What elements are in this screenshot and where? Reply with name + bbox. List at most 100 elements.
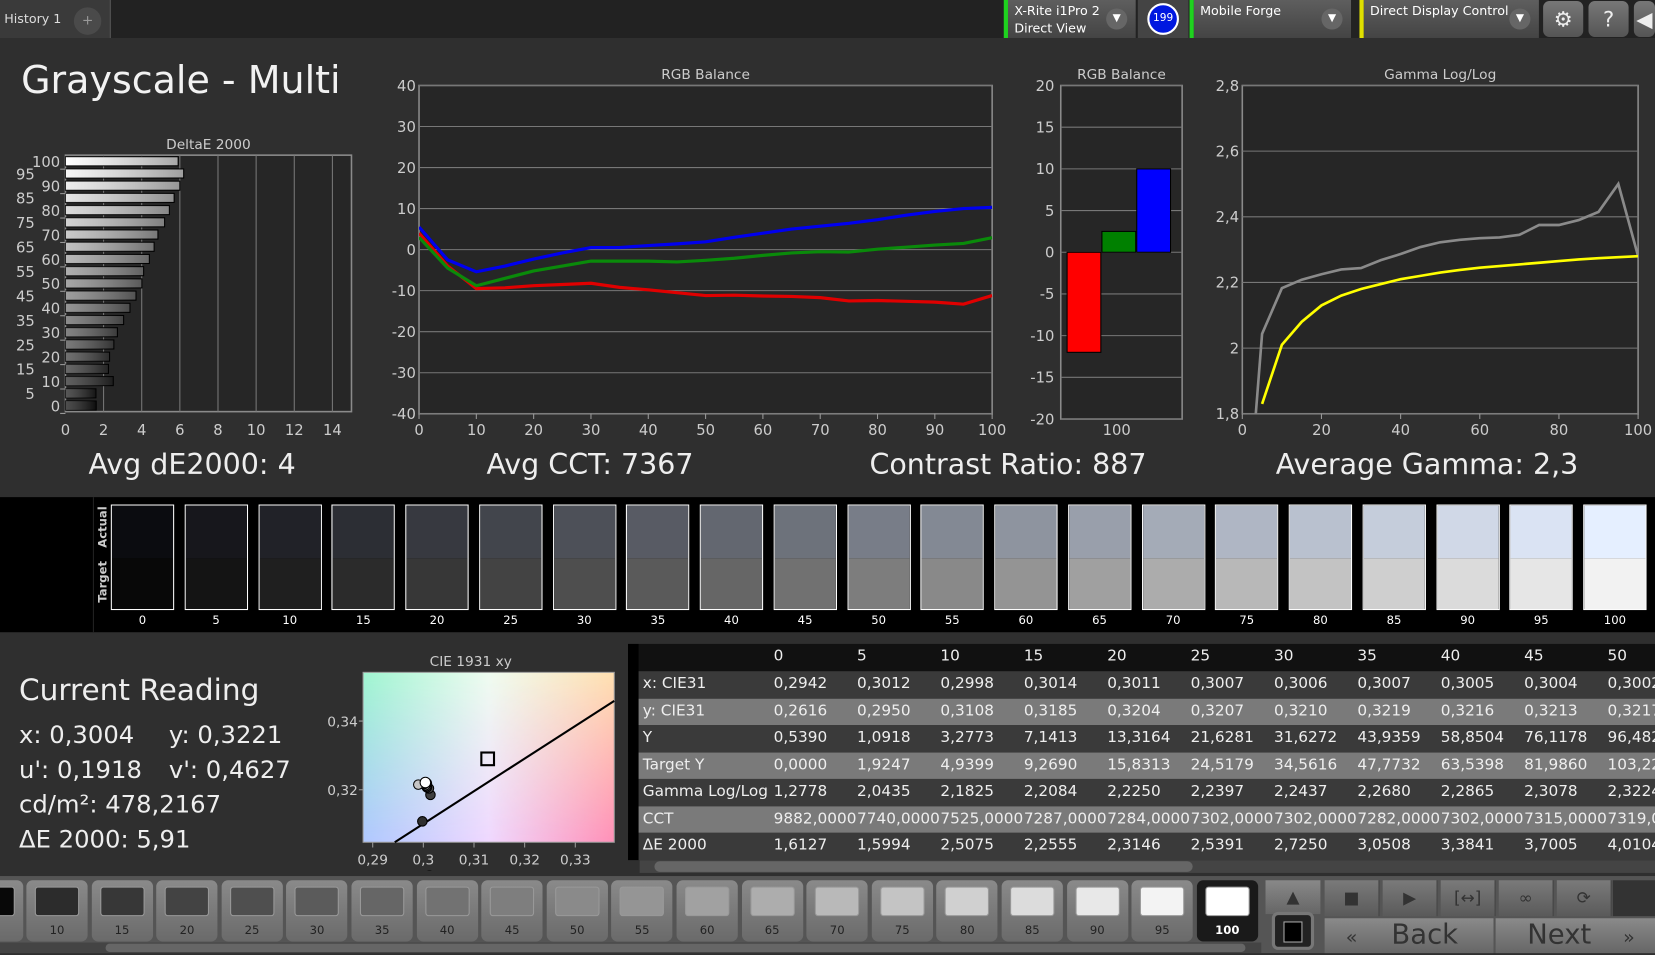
delta-e-bar-shade bbox=[65, 242, 155, 252]
table-cell: 2,2250 bbox=[1107, 783, 1161, 801]
gear-icon[interactable]: ⚙ bbox=[1543, 1, 1584, 37]
plot-area bbox=[1241, 84, 1639, 415]
patch-color bbox=[1010, 886, 1055, 917]
table-scrollbar[interactable] bbox=[639, 860, 1655, 873]
chart-title: DeltaE 2000 bbox=[166, 137, 251, 153]
patch-button-55[interactable]: 55 bbox=[611, 880, 673, 942]
scroll-up-button[interactable]: ▲ bbox=[1265, 880, 1321, 915]
display-control-dropdown[interactable]: Direct Display Control ▼ bbox=[1359, 0, 1539, 38]
tick-label: 0,3 bbox=[412, 852, 434, 868]
y-tick-label: 15 bbox=[1036, 119, 1055, 136]
patch-button-45[interactable]: 45 bbox=[481, 880, 543, 942]
patch-scrollbar-thumb[interactable] bbox=[105, 943, 1246, 953]
swatch-85 bbox=[1362, 504, 1426, 611]
actual-color bbox=[1289, 505, 1352, 559]
table-cell: 0,3007 bbox=[1190, 675, 1245, 693]
table-cell: 103,22 bbox=[1607, 756, 1654, 774]
swatch-label: 50 bbox=[871, 613, 887, 627]
target-color bbox=[1289, 558, 1352, 610]
patch-button-70[interactable]: 70 bbox=[806, 880, 868, 942]
patch-button-50[interactable]: 50 bbox=[546, 880, 608, 942]
patch-button-100[interactable]: 100 bbox=[1196, 880, 1258, 942]
scrollbar-thumb[interactable] bbox=[654, 861, 1193, 872]
meter-dropdown[interactable]: X-Rite i1Pro 2 Direct View ▼ bbox=[1003, 0, 1136, 38]
meter-name: X-Rite i1Pro 2 bbox=[1014, 3, 1100, 18]
patch-button-30[interactable]: 30 bbox=[286, 880, 348, 942]
y-tick-label: -10 bbox=[1030, 328, 1054, 345]
table-cell: 7302,0000 bbox=[1440, 810, 1524, 827]
patch-button-15[interactable]: 15 bbox=[91, 880, 153, 942]
x-tick-label: 30 bbox=[582, 422, 601, 439]
table-cell: 2,1825 bbox=[940, 783, 994, 801]
x-tick-label: 80 bbox=[868, 422, 887, 439]
table-cell: 9,2690 bbox=[1023, 756, 1078, 774]
patch-button[interactable] bbox=[0, 880, 24, 942]
swatch-25 bbox=[478, 504, 543, 611]
pattern-generator-label: Mobile Forge bbox=[1200, 3, 1282, 18]
refresh-button[interactable]: ⟳ bbox=[1556, 880, 1612, 917]
pattern-generator-dropdown[interactable]: Mobile Forge ▼ bbox=[1189, 0, 1352, 38]
y-tick-label: 2,8 bbox=[1216, 78, 1239, 95]
delta-e-bar-shade bbox=[65, 376, 114, 386]
patch-button-40[interactable]: 40 bbox=[416, 880, 478, 942]
row-label: y: CIE31 bbox=[642, 702, 706, 720]
swatch-label: 85 bbox=[1386, 613, 1402, 627]
table-cell: 0,3207 bbox=[1190, 702, 1245, 720]
patch-button-35[interactable]: 35 bbox=[351, 880, 413, 942]
column-header: 40 bbox=[1440, 648, 1461, 665]
table-cell: 0,5390 bbox=[773, 729, 828, 747]
patch-button-75[interactable]: 75 bbox=[871, 880, 933, 942]
stop-button[interactable]: ■ bbox=[1324, 880, 1380, 917]
delta-e-bar-shade bbox=[65, 315, 124, 325]
patch-button-20[interactable]: 20 bbox=[156, 880, 218, 942]
patch-button-90[interactable]: 90 bbox=[1066, 880, 1128, 942]
swatch-strip: Actual Target 0 5 10 15 20 25 30 35 40 45 50 55 60 65… bbox=[0, 497, 1655, 633]
x-tick-label: 40 bbox=[639, 422, 658, 439]
swatch-label: 70 bbox=[1165, 613, 1181, 627]
swatch-40 bbox=[699, 504, 764, 611]
patch-button-85[interactable]: 85 bbox=[1001, 880, 1063, 942]
table-cell: 7525,0000 bbox=[940, 810, 1024, 827]
target-color bbox=[1437, 558, 1499, 610]
patch-scrollbar[interactable] bbox=[0, 942, 1262, 954]
collapse-arrow-icon[interactable]: ◀ bbox=[1633, 1, 1655, 37]
x-tick-label: 100 bbox=[1103, 422, 1131, 439]
play-button[interactable]: ▶ bbox=[1382, 880, 1438, 917]
actual-color bbox=[627, 505, 689, 559]
fit-button[interactable]: [↔] bbox=[1440, 880, 1496, 917]
next-button[interactable]: Next » bbox=[1495, 918, 1655, 954]
y-tick-label: -20 bbox=[1030, 411, 1054, 428]
back-button[interactable]: « Back bbox=[1324, 918, 1494, 954]
patch-label: 80 bbox=[959, 923, 975, 938]
patch-color bbox=[424, 886, 470, 917]
delta-e-bar-shade bbox=[65, 230, 158, 240]
patch-button-25[interactable]: 25 bbox=[221, 880, 283, 942]
delta-e-bar-shade bbox=[65, 278, 142, 288]
y-tick-label: 30 bbox=[41, 325, 60, 342]
help-button[interactable]: ? bbox=[1588, 1, 1629, 37]
patch-button-95[interactable]: 95 bbox=[1131, 880, 1193, 942]
patch-button-10[interactable]: 10 bbox=[26, 880, 88, 942]
swatch-15 bbox=[331, 504, 396, 611]
y-tick-label: 20 bbox=[41, 349, 60, 366]
delta-e-bar-shade bbox=[65, 181, 180, 191]
y-tick-label: 90 bbox=[41, 178, 60, 195]
target-color bbox=[848, 558, 910, 610]
table-cell: 0,3011 bbox=[1107, 675, 1161, 693]
avg-gamma-stat: Average Gamma: 2,3 bbox=[1275, 448, 1579, 482]
table-cell: 63,5398 bbox=[1440, 756, 1505, 774]
row-label: x: CIE31 bbox=[642, 675, 707, 693]
patch-button-65[interactable]: 65 bbox=[741, 880, 803, 942]
loop-button[interactable]: ∞ bbox=[1498, 880, 1554, 917]
patch-button-80[interactable]: 80 bbox=[936, 880, 998, 942]
tick-label: 0,34 bbox=[327, 714, 358, 730]
patch-preview-button[interactable] bbox=[1271, 911, 1315, 950]
swatch-55 bbox=[920, 504, 984, 611]
table-cell: 7,1413 bbox=[1023, 729, 1078, 747]
patch-color bbox=[1205, 886, 1250, 917]
y-tick-label: -40 bbox=[392, 406, 416, 423]
delta-e-bar-shade bbox=[65, 364, 109, 374]
table-cell: 0,3219 bbox=[1357, 702, 1411, 720]
add-tab-button[interactable]: + bbox=[73, 7, 102, 35]
patch-button-60[interactable]: 60 bbox=[676, 880, 738, 942]
